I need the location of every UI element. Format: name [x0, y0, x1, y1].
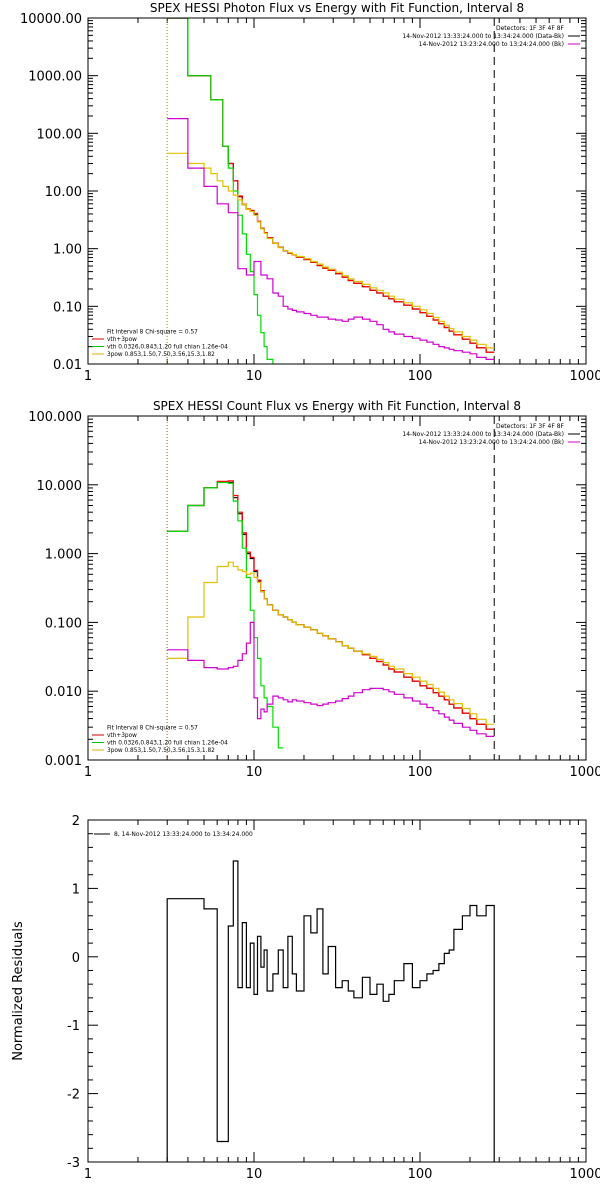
x-tick-label: 1000	[569, 369, 600, 384]
y-tick-label: -3	[67, 1156, 80, 1171]
count-flux-panel: SPEX HESSI Count Flux vs Energy with Fit…	[28, 399, 600, 780]
series-line-8-14-nov-2012-13-33-24-000-to-13-34-24-000	[166, 860, 495, 1162]
y-axis-label: Normalized Residuals	[11, 921, 26, 1061]
series-group	[167, 480, 495, 749]
x-tick-label: 1000	[569, 1167, 600, 1182]
y-tick-label: 10.000	[37, 479, 83, 494]
legend-entry: vth+3pow	[107, 337, 137, 343]
x-tick-label: 1	[84, 369, 92, 384]
legend-entry: 8, 14-Nov-2012 13:33:24.000 to 13:34:24.…	[114, 831, 253, 838]
series-line-3pow	[167, 152, 495, 349]
y-tick-label: 0.10	[53, 300, 82, 315]
x-tick-label: 100	[408, 369, 433, 384]
y-tick-label: 1000.00	[28, 70, 82, 85]
legend-entry: vth+3pow	[107, 733, 137, 739]
y-tick-label: 0.010	[45, 685, 82, 700]
series-line-3pow	[167, 561, 495, 725]
x-tick-label: 100	[408, 1167, 433, 1182]
y-tick-label: 0.001	[45, 754, 82, 769]
y-tick-label: 0.01	[53, 358, 82, 373]
y-tick-label: 100.00	[37, 127, 83, 142]
y-tick-label: 2	[72, 814, 80, 829]
legend-entry: Fit Interval 8 Chi-square = 0.57	[107, 330, 198, 336]
series-line-vth	[167, 18, 274, 364]
y-tick-label: 1	[72, 882, 80, 897]
legend-bottom-left: Fit Interval 8 Chi-square = 0.57vth+3pow…	[92, 330, 228, 358]
legend-entry: Detectors: 1F 3F 4F 8F	[496, 25, 565, 32]
y-tick-label: 0	[72, 951, 80, 966]
series-group	[166, 860, 495, 1162]
y-tick-label: 1.00	[53, 243, 82, 258]
legend-entry: 3pow 0.853,1.50,7.50,3.56,15.3,1.82	[107, 352, 215, 358]
chart-title: SPEX HESSI Count Flux vs Energy with Fit…	[153, 399, 521, 413]
x-tick-label: 1000	[569, 765, 600, 780]
legend-entry: 14-Nov-2012 13:23:24.000 to 13:24:24.000…	[419, 41, 564, 48]
y-tick-label: 10000.00	[20, 12, 82, 27]
y-axis: -3 -2 -1 0 1 2 Normalized Residuals	[11, 814, 586, 1171]
plot-frame	[87, 415, 587, 761]
y-tick-label: 100.000	[28, 410, 82, 425]
legend-bottom-left: Fit Interval 8 Chi-square = 0.57vth+3pow…	[92, 726, 228, 754]
legend-entry: Fit Interval 8 Chi-square = 0.57	[107, 726, 198, 732]
y-tick-label: -2	[67, 1088, 80, 1103]
x-tick-label: 10	[246, 1167, 263, 1182]
x-tick-label: 100	[408, 765, 433, 780]
x-axis: 1 10 100 1000	[84, 18, 600, 384]
y-axis: 0.01 0.10 1.00 10.00 100.00 1000.00 10000.00	[20, 12, 586, 373]
x-axis: 1 10 100 1000	[84, 416, 600, 780]
y-tick-label: 1.000	[45, 548, 82, 563]
series-line-vth	[167, 481, 284, 749]
plot-frame	[87, 17, 587, 365]
legend-entry: 14-Nov-2012 13:33:24.000 to 13:34:24.000…	[402, 33, 564, 40]
y-tick-label: 10.00	[45, 185, 82, 200]
x-tick-label: 10	[246, 765, 263, 780]
x-tick-label: 10	[246, 369, 263, 384]
series-group	[167, 18, 495, 364]
y-tick-label: 0.100	[45, 616, 82, 631]
y-tick-label: -1	[67, 1019, 80, 1034]
legend-entry: 14-Nov-2012 13:23:24.000 to 13:24:24.000…	[419, 439, 564, 446]
plot-frame	[87, 819, 587, 1163]
legend-entry: 14-Nov-2012 13:33:24.000 to 13:34:24.000…	[402, 431, 564, 438]
legend-entry: Detectors: 1F 3F 4F 8F	[496, 423, 565, 430]
series-line-vth-3pow	[167, 18, 495, 353]
series-line-bk	[167, 621, 495, 737]
series-line-bk	[167, 118, 495, 360]
y-axis: 0.001 0.010 0.100 1.000 10.000 100.000	[28, 410, 586, 769]
chart-title: SPEX HESSI Photon Flux vs Energy with Fi…	[150, 1, 524, 15]
legend-top-left: 8, 14-Nov-2012 13:33:24.000 to 13:34:24.…	[94, 831, 253, 838]
legend-entry: 3pow 0.853,1.50,7.50,3.56,15.3,1.82	[107, 748, 215, 754]
legend-entry: vth 0.0326,0.843,1.20 full chian 1.26e-0…	[107, 741, 228, 747]
x-tick-label: 1	[84, 765, 92, 780]
x-tick-label: 1	[84, 1167, 92, 1182]
legend-entry: vth 0.0326,0.843,1.20 full chian 1.26e-0…	[107, 345, 228, 351]
photon-flux-panel: SPEX HESSI Photon Flux vs Energy with Fi…	[20, 1, 600, 384]
residuals-panel: 1 10 100 1000 -3 -2 -1 0 1 2 Normalized Residuals 8…	[11, 814, 600, 1182]
